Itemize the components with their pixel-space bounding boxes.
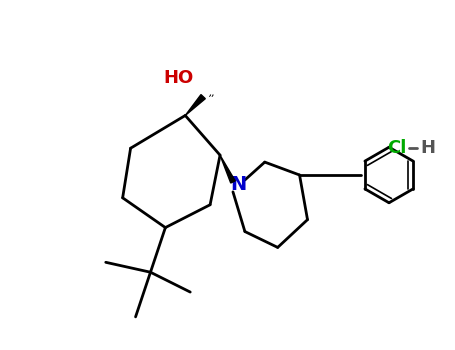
Text: N: N [230,175,246,194]
Polygon shape [220,155,235,183]
Text: H: H [421,139,436,157]
Text: ,,: ,, [209,88,216,98]
Polygon shape [185,94,205,116]
Text: HO: HO [163,69,193,87]
Text: Cl: Cl [387,139,406,157]
